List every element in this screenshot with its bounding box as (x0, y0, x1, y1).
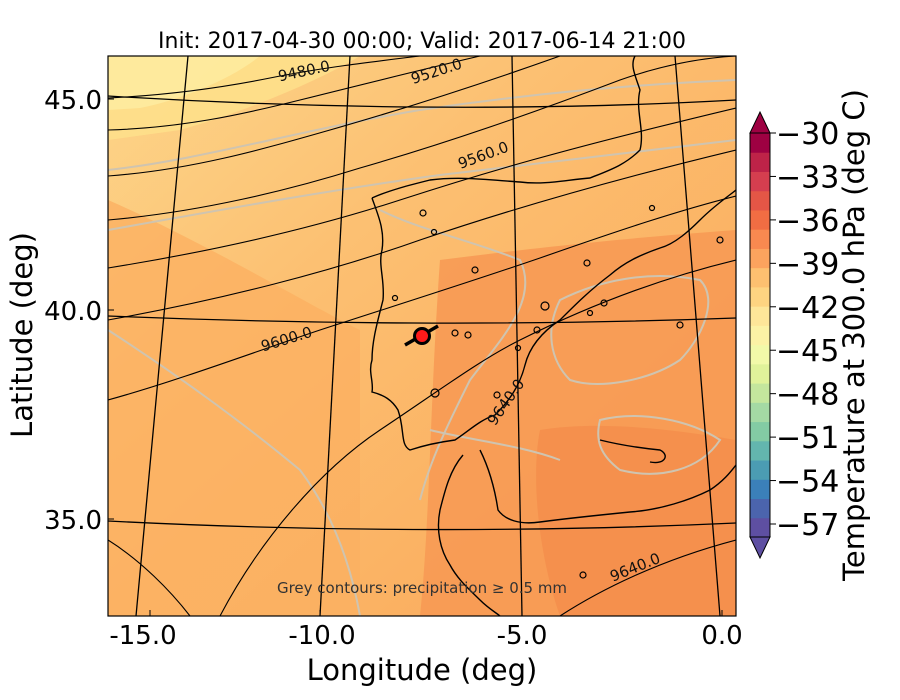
colorbar-band (750, 325, 770, 346)
x-tick-label: -5.0 (497, 621, 548, 651)
coast-iberia (369, 189, 736, 451)
x-tick-label: 0.0 (701, 621, 742, 651)
y-tick-label: 45.0 (44, 86, 102, 116)
x-tick-label: -15.0 (109, 621, 176, 651)
colorbar-band (750, 402, 770, 423)
precipitation-note: Grey contours: precipitation ≥ 0.5 mm (277, 579, 567, 597)
colorbar-band (750, 479, 770, 500)
colorbar-band (750, 133, 770, 153)
colorbar-band (750, 460, 770, 480)
colorbar-band (750, 152, 770, 172)
graticule-lon-10 (319, 56, 351, 616)
colorbar-band (750, 306, 770, 326)
y-axis-label: Latitude (deg) (5, 232, 39, 438)
x-axis: -15.0 -10.0 -5.0 0.0 Longitude (deg) (109, 610, 743, 687)
colorbar-tick-label: −30 (776, 117, 839, 152)
graticule-lat-40 (108, 315, 736, 324)
atlantic-region (108, 200, 360, 616)
graticule-lon-15 (135, 56, 189, 616)
colorbar-ticks: −30 −33 −36 −39 −42 −45 −48 −51 −54 −57 (770, 117, 839, 543)
colorbar-tick-label: −57 (776, 508, 839, 543)
warmest-region (536, 425, 736, 616)
coastlines (369, 56, 736, 616)
map-title: Init: 2017-04-30 00:00; Valid: 2017-06-1… (158, 29, 686, 54)
x-axis-label: Longitude (deg) (307, 653, 538, 687)
colorbar-band (750, 421, 770, 442)
colorbar-tick-label: −42 (776, 291, 839, 326)
colorbar-band (750, 171, 770, 192)
map-panel: 9480.0 9520.0 9560.0 9600.0 9640.0 9640.… (108, 56, 736, 616)
colorbar: −30 −33 −36 −39 −42 −45 −48 −51 −54 −57 Temperatu… (749, 89, 871, 582)
coast-balearic (599, 439, 666, 464)
colorbar-upper-extend (749, 110, 771, 134)
colorbar-tick-label: −51 (776, 421, 839, 456)
colorbar-tick-label: −54 (776, 465, 839, 500)
graticule (108, 56, 736, 616)
colorbar-band (750, 440, 770, 461)
colorbar-band (750, 248, 770, 269)
colorbar-band (750, 190, 770, 211)
colorbar-band (750, 344, 770, 365)
colorbar-band (750, 286, 770, 307)
colorbar-band (750, 498, 770, 519)
coast-north-africa (479, 449, 736, 524)
colorbar-band (750, 383, 770, 403)
graticule-lat-35 (108, 520, 736, 531)
y-tick-label: 40.0 (44, 297, 102, 327)
geopotential-contours (108, 56, 736, 616)
colorbar-tick-label: −48 (776, 378, 839, 413)
coldest-region (108, 56, 260, 110)
x-tick-label: -10.0 (288, 621, 355, 651)
colorbar-frame (749, 132, 771, 538)
y-axis: 45.0 40.0 35.0 Latitude (deg) (5, 86, 114, 536)
colorbar-tick-label: −45 (776, 334, 839, 369)
colorbar-tick-label: −39 (776, 247, 839, 282)
colorbar-band (750, 209, 770, 230)
colorbar-band (750, 267, 770, 288)
graticule-lat-45 (108, 95, 736, 108)
colorbar-lower-extend (749, 536, 771, 560)
coast-biscay-france (371, 56, 643, 199)
colorbar-band (750, 517, 770, 538)
colorbar-band (750, 229, 770, 249)
graticule-lon-0 (674, 56, 721, 616)
colorbar-label: Temperature at 300.0 hPa (deg C) (837, 89, 871, 582)
location-marker (413, 327, 431, 345)
colorbar-tick-label: −33 (776, 160, 839, 195)
colorbar-tick-label: −36 (776, 204, 839, 239)
colorbar-band (750, 363, 770, 384)
colorbar-bands (750, 133, 770, 538)
coast-morocco (437, 454, 501, 616)
y-tick-label: 35.0 (44, 506, 102, 536)
terrain-contours (391, 204, 724, 579)
map-frame (107, 55, 737, 617)
